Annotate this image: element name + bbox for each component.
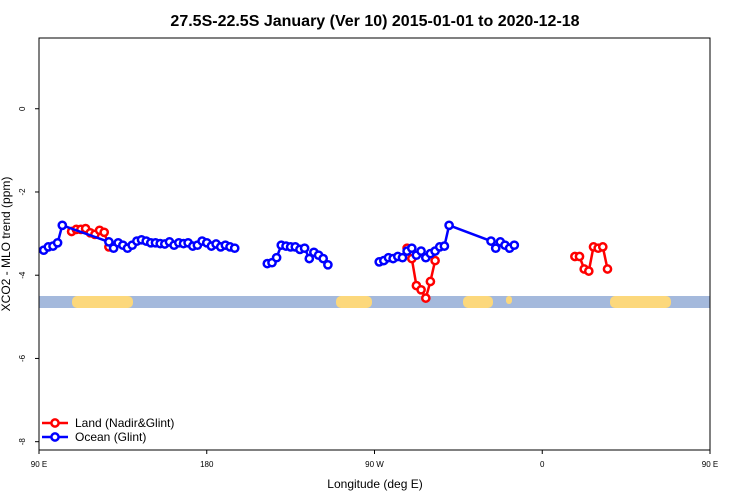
- land-strip-africa: [463, 296, 493, 308]
- series-land-point: [574, 251, 585, 262]
- legend-land-label: Land (Nadir&Glint): [75, 416, 174, 430]
- series-ocean-point: [57, 220, 68, 231]
- series-land-point: [734, 226, 741, 233]
- series-ocean-point: [439, 241, 450, 251]
- x-tick-label: 0: [540, 460, 545, 469]
- series-land-point: [416, 284, 426, 295]
- legend-land-marker: [50, 418, 60, 428]
- series-land-point: [583, 266, 594, 276]
- series-ocean-point: [486, 236, 496, 246]
- series-land-point: [420, 293, 431, 303]
- y-axis-label: XCO2 - MLO trend (ppm): [0, 177, 13, 312]
- legend: Land (Nadir&Glint)Ocean (Glint): [42, 416, 174, 444]
- series-land-point: [744, 243, 750, 250]
- series-land-point: [425, 276, 436, 287]
- series-ocean-point: [509, 240, 520, 251]
- series-land-point: [99, 227, 110, 238]
- series-layer: [39, 220, 750, 303]
- y-tick-label: -8: [18, 438, 27, 446]
- series-ocean: [39, 220, 520, 270]
- series-land-point: [716, 227, 723, 234]
- series-land-point: [709, 228, 710, 231]
- x-tick-label: 90 W: [365, 460, 384, 469]
- series-land-point: [430, 255, 440, 266]
- y-tick-label: 0: [18, 106, 27, 111]
- land-strip-australia: [72, 296, 133, 308]
- series-land-point: [602, 264, 613, 274]
- series-land-point: [725, 228, 732, 235]
- land-strip-madagascar: [506, 296, 512, 304]
- series-land-point: [739, 228, 746, 235]
- series-ocean-point: [323, 259, 333, 270]
- series-ocean-point: [416, 246, 426, 256]
- series-land-point: [720, 225, 727, 232]
- land-strip-australia-repeat: [610, 296, 671, 308]
- series-ocean-point: [397, 252, 408, 263]
- chart-title: 27.5S-22.5S January (Ver 10) 2015-01-01 …: [170, 13, 579, 30]
- x-tick-label: 90 E: [702, 460, 718, 469]
- legend-ocean-marker: [50, 432, 60, 442]
- series-ocean-point: [229, 243, 240, 254]
- ocean-strip: [39, 296, 710, 308]
- series-ocean-point: [52, 237, 63, 248]
- series-ocean-point: [299, 243, 310, 254]
- y-tick-label: -2: [18, 188, 27, 196]
- series-ocean-point: [444, 220, 454, 231]
- land-ocean-strip: [39, 296, 710, 308]
- x-axis-label: Longitude (deg E): [327, 477, 422, 491]
- series-land-point: [730, 231, 737, 238]
- y-axis: 0 -2 -4 -6 -8: [18, 106, 39, 445]
- series-ocean-point: [271, 252, 282, 263]
- land-strip-south-america: [336, 296, 372, 308]
- series-ocean-point: [304, 253, 315, 264]
- series-land-point: [597, 242, 608, 252]
- y-tick-label: -4: [18, 271, 27, 279]
- series-ocean-point: [406, 243, 417, 254]
- series-land: [66, 223, 750, 303]
- y-tick-label: -6: [18, 354, 27, 362]
- x-tick-label: 180: [200, 460, 214, 469]
- series-ocean-point: [318, 253, 329, 264]
- legend-ocean-label: Ocean (Glint): [75, 430, 146, 444]
- x-axis: 90 E 180 90 W 0 90 E: [31, 450, 718, 469]
- series-ocean-point: [490, 243, 501, 254]
- series-land-line: [715, 229, 748, 247]
- x-tick-label: 90 E: [31, 460, 47, 469]
- series-ocean-point: [104, 237, 114, 247]
